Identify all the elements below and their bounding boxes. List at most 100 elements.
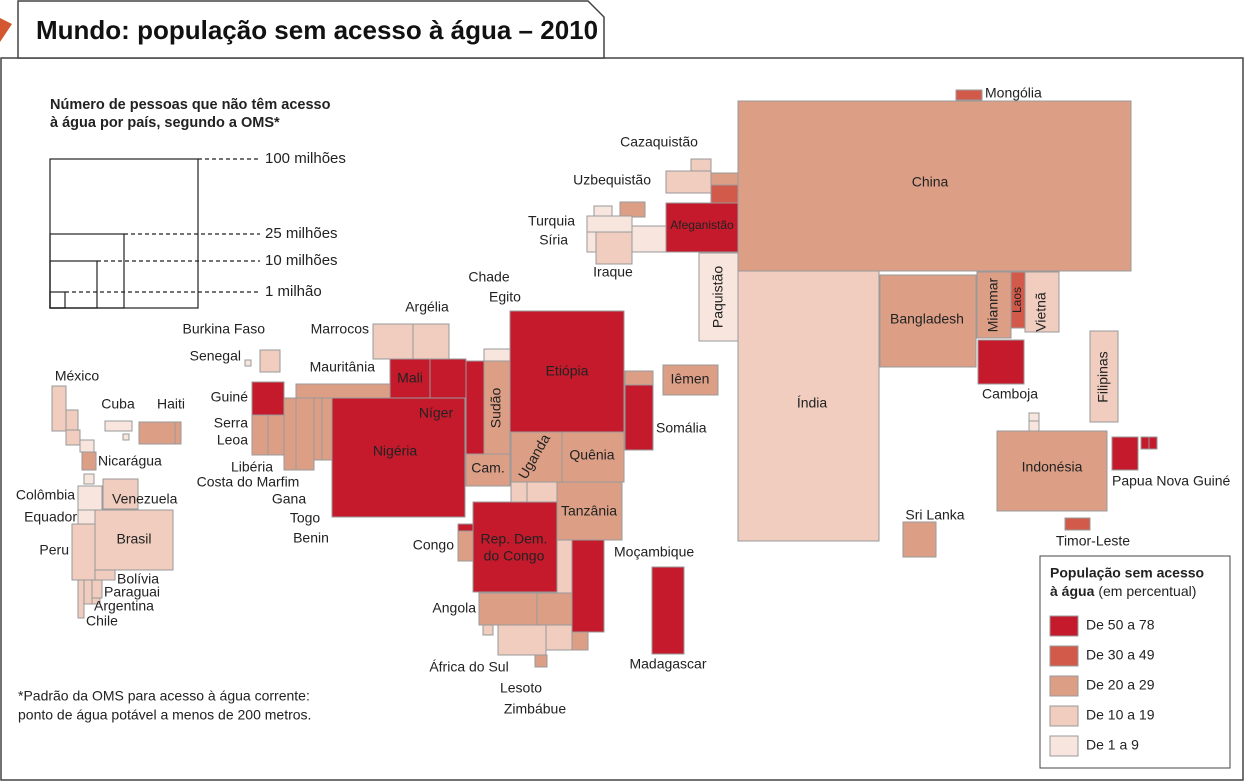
country-label: Burkina Faso [183, 321, 266, 337]
country-block [955, 89, 983, 101]
country-label: Papua Nova Guiné [1112, 473, 1231, 489]
country-label: China [912, 174, 949, 190]
country-block [174, 421, 182, 445]
country-block [690, 158, 712, 172]
country-block [321, 397, 333, 461]
country-label: Paquistão [710, 266, 726, 328]
country-label: Quênia [569, 447, 614, 463]
legend-label: De 1 a 9 [1086, 737, 1139, 753]
country-block [662, 364, 719, 396]
country-label: Argélia [405, 299, 449, 315]
country-label: Nigéria [373, 443, 418, 459]
country-block [593, 205, 613, 217]
country-block [102, 478, 139, 510]
country-block [478, 592, 538, 626]
country-block [1148, 436, 1158, 450]
country-label: Chade [468, 269, 509, 285]
country-block [996, 430, 1108, 512]
country-block [595, 231, 633, 265]
country-block [1111, 436, 1139, 471]
country-label: Leoa [217, 432, 248, 448]
country-block [65, 409, 79, 431]
country-block [77, 579, 85, 619]
country-block [976, 271, 1012, 339]
country-label: Argentina [94, 598, 154, 614]
country-block [509, 310, 625, 433]
country-label: Lesoto [500, 680, 542, 696]
country-label: Índia [797, 395, 828, 411]
country-block [710, 172, 739, 186]
country-label: Iêmen [671, 371, 710, 387]
country-block [138, 421, 176, 445]
country-block [122, 433, 130, 441]
country-label: Serra [214, 415, 248, 431]
country-block [81, 451, 97, 471]
country-label: Madagascar [629, 656, 706, 672]
country-label: Bangladesh [890, 311, 964, 327]
country-block [1028, 412, 1040, 422]
country-block [51, 385, 67, 432]
country-block [267, 414, 285, 456]
scale-label: 25 milhões [265, 225, 338, 242]
country-label: Vietnã [1033, 292, 1049, 332]
legend-swatch [1049, 705, 1079, 727]
legend-swatch [1049, 675, 1079, 697]
countries: Mongólia Cazaquistão China Uzbequistão Turqu… [16, 85, 1231, 717]
country-block [665, 170, 712, 194]
country-block [737, 270, 880, 542]
country-label: Angola [432, 600, 476, 616]
scale-label: 1 milhão [265, 283, 322, 300]
country-label: Uzbequistão [573, 172, 651, 188]
scale-key [49, 158, 260, 309]
country-block [251, 414, 269, 456]
country-label: Camboja [982, 386, 1038, 402]
country-block [698, 252, 739, 342]
country-label: Zimbábue [504, 701, 566, 717]
scale-label: 10 milhões [265, 252, 338, 269]
country-label: Filipinas [1095, 351, 1111, 402]
country-label: Nicarágua [98, 453, 162, 469]
country-block [465, 360, 485, 455]
country-block [526, 481, 558, 503]
country-block [510, 431, 563, 483]
country-block [91, 597, 101, 605]
country-block [77, 485, 103, 511]
country-block [295, 397, 315, 471]
legend-label: De 10 a 19 [1086, 707, 1155, 723]
country-block [902, 521, 937, 558]
country-label: Venezuela [112, 491, 178, 507]
country-block [465, 453, 511, 487]
country-label: Etiópia [546, 363, 589, 379]
legend-label: De 20 a 29 [1086, 677, 1155, 693]
country-label: Mali [397, 370, 423, 386]
country-block [412, 323, 450, 360]
country-label: Equador [24, 509, 77, 525]
country-label: Indonésia [1022, 459, 1083, 475]
country-label: México [55, 368, 100, 384]
footnote: *Padrão da OMS para acesso à água corren… [18, 688, 310, 704]
country-label: Haiti [157, 396, 185, 412]
country-label: Paraguai [104, 584, 160, 600]
country-block [104, 420, 133, 432]
country-block [510, 481, 528, 503]
country-block [737, 100, 1132, 272]
legend-note: (em percentual) [1098, 583, 1196, 599]
country-label: Moçambique [614, 544, 694, 560]
scale-label: 100 milhões [265, 150, 346, 167]
country-block [556, 481, 623, 541]
country-label: Peru [39, 542, 69, 558]
title-marker [0, 18, 12, 42]
country-block [83, 473, 95, 485]
country-label: Iraque [593, 264, 633, 280]
country-block [94, 509, 174, 571]
country-label: do Congo [484, 548, 545, 564]
country-label: Brasil [116, 531, 151, 547]
country-label: Sri Lanka [905, 507, 964, 523]
footnote: ponto de água potável a menos de 200 met… [18, 707, 311, 723]
country-label: Timor-Leste [1056, 533, 1130, 549]
country-label: África do Sul [429, 659, 508, 675]
country-block [331, 397, 466, 518]
country-block [977, 339, 1025, 385]
country-label: Cuba [101, 396, 135, 412]
country-block [624, 384, 654, 451]
